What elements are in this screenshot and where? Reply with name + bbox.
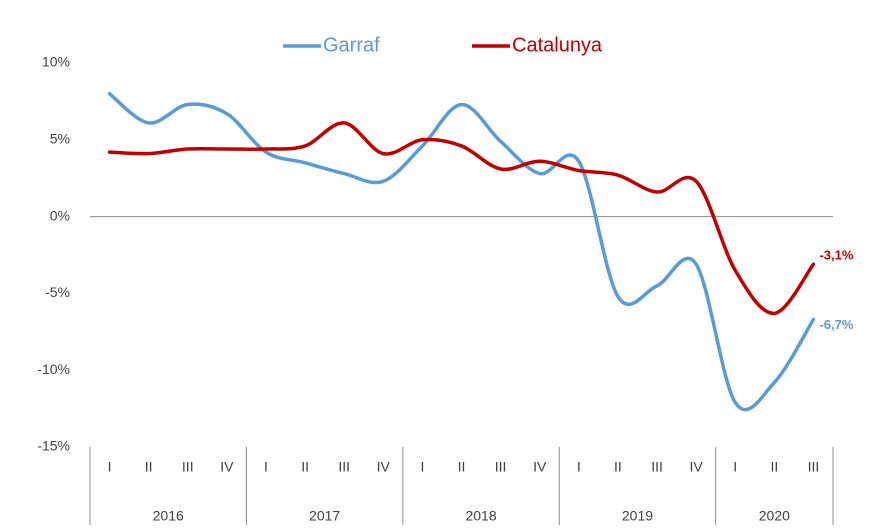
x-tick-label: II (770, 459, 778, 475)
x-group-label: 2017 (309, 508, 340, 524)
x-tick-label: II (145, 459, 153, 475)
x-group-label: 2016 (153, 508, 184, 524)
x-tick-label: II (614, 459, 622, 475)
x-tick-label: I (420, 459, 424, 475)
x-tick-label: III (495, 459, 507, 475)
x-tick-label: III (651, 459, 663, 475)
series-line (107, 91, 816, 412)
y-tick-label: -10% (37, 361, 70, 377)
x-tick-label: IV (220, 459, 234, 475)
y-tick-label: 10% (42, 54, 70, 70)
legend-label: Garraf (323, 34, 380, 56)
series-line (107, 121, 816, 316)
y-tick-label: 0% (50, 207, 70, 223)
y-tick-label: -5% (45, 284, 70, 300)
x-tick-label: III (338, 459, 350, 475)
x-tick-label: IV (533, 459, 547, 475)
x-tick-label: II (301, 459, 309, 475)
x-tick-label: III (808, 459, 820, 475)
x-group-label: 2020 (759, 508, 790, 524)
x-tick-label: I (733, 459, 737, 475)
y-tick-label: 5% (50, 131, 70, 147)
x-tick-label: I (108, 459, 112, 475)
x-tick-label: IV (377, 459, 391, 475)
legend-label: Catalunya (512, 34, 603, 56)
x-tick-label: I (264, 459, 268, 475)
x-tick-label: II (458, 459, 466, 475)
x-tick-label: III (182, 459, 194, 475)
y-tick-label: -15% (37, 438, 70, 454)
x-group-label: 2018 (465, 508, 496, 524)
data-label: -6,7% (819, 317, 853, 332)
data-label: -3,1% (819, 248, 853, 263)
x-tick-label: I (577, 459, 581, 475)
x-tick-label: IV (690, 459, 704, 475)
x-group-label: 2019 (622, 508, 653, 524)
